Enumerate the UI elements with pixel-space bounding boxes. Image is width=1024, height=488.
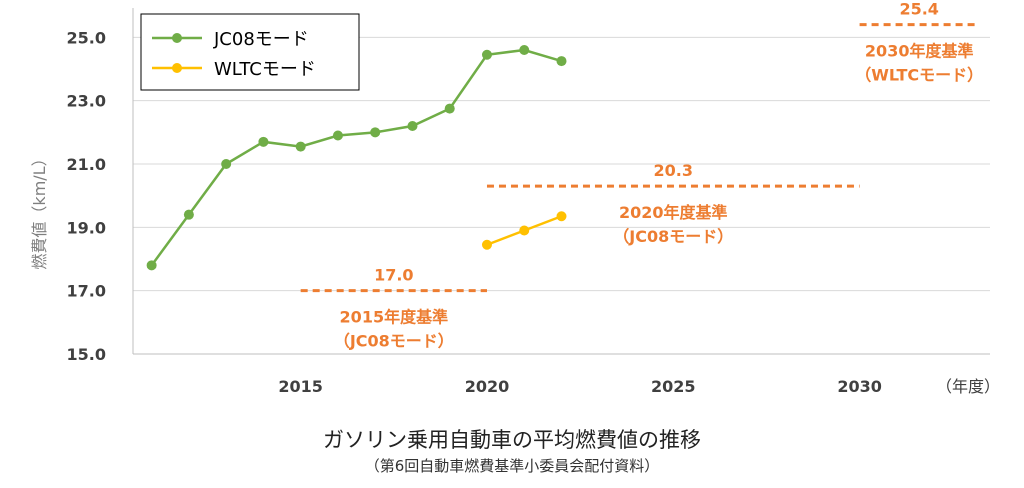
data-point — [258, 136, 269, 147]
x-tick-label: 2030 — [837, 377, 882, 396]
legend-box — [140, 13, 360, 91]
target-value-label: 20.3 — [654, 161, 693, 180]
data-point — [481, 49, 492, 60]
target-name-label: 2020年度基準 — [619, 203, 728, 222]
target-mode-label: （JC08モード） — [613, 227, 733, 246]
x-tick-label: 2020 — [465, 377, 510, 396]
data-point — [146, 260, 157, 271]
series-layer — [146, 45, 567, 271]
data-point — [407, 121, 418, 131]
y-tick-label: 21.0 — [67, 155, 106, 174]
data-point — [519, 45, 530, 55]
series-line — [150, 48, 562, 267]
data-point — [332, 130, 343, 141]
legend-label: WLTCモード — [214, 59, 316, 80]
legend-label: JC08モード — [213, 29, 309, 50]
target-value-label: 17.0 — [374, 266, 413, 285]
y-tick-label: 25.0 — [67, 28, 106, 47]
legend-marker — [172, 33, 182, 43]
legend-marker — [172, 63, 182, 73]
fuel-economy-chart: 15.0 17.0 19.0 21.0 23.0 25.0 2015 2020 2025 2030… — [30, 0, 1000, 396]
data-point — [295, 141, 306, 152]
target-name-label: 2030年度基準 — [865, 42, 974, 61]
chart-title: ガソリン乗用自動車の平均燃費値の推移 — [323, 428, 701, 452]
data-point — [444, 103, 455, 114]
target-mode-label: （WLTCモード） — [855, 66, 983, 85]
chart-subtitle: （第6回自動車燃費基準小委員会配付資料） — [364, 457, 660, 475]
target-name-label: 2015年度基準 — [340, 308, 449, 327]
x-tick-label: 2025 — [651, 377, 696, 396]
x-tick-label: 2015 — [278, 377, 323, 396]
data-point — [221, 159, 232, 169]
data-point — [519, 225, 530, 236]
data-point — [183, 209, 194, 220]
target-value-label: 25.4 — [899, 0, 938, 19]
x-axis-unit: （年度） — [936, 377, 1000, 396]
y-axis-label: 燃費値（km/L） — [30, 150, 49, 269]
data-point — [556, 56, 567, 67]
y-tick-label: 19.0 — [67, 218, 106, 237]
data-point — [556, 211, 567, 222]
legend: JC08モード WLTCモード — [140, 13, 360, 91]
y-tick-label: 23.0 — [67, 92, 106, 111]
y-tick-label: 15.0 — [67, 345, 106, 364]
data-point — [481, 239, 492, 250]
axis-layer: 15.0 17.0 19.0 21.0 23.0 25.0 2015 2020 2025 2030… — [30, 8, 1000, 396]
y-tick-label: 17.0 — [67, 282, 106, 301]
target-mode-label: （JC08モード） — [334, 332, 454, 351]
target-layer: 17.0 2015年度基準 （JC08モード） 20.3 2020年度基準 （JC08モー… — [300, 0, 983, 351]
data-point — [370, 127, 381, 138]
